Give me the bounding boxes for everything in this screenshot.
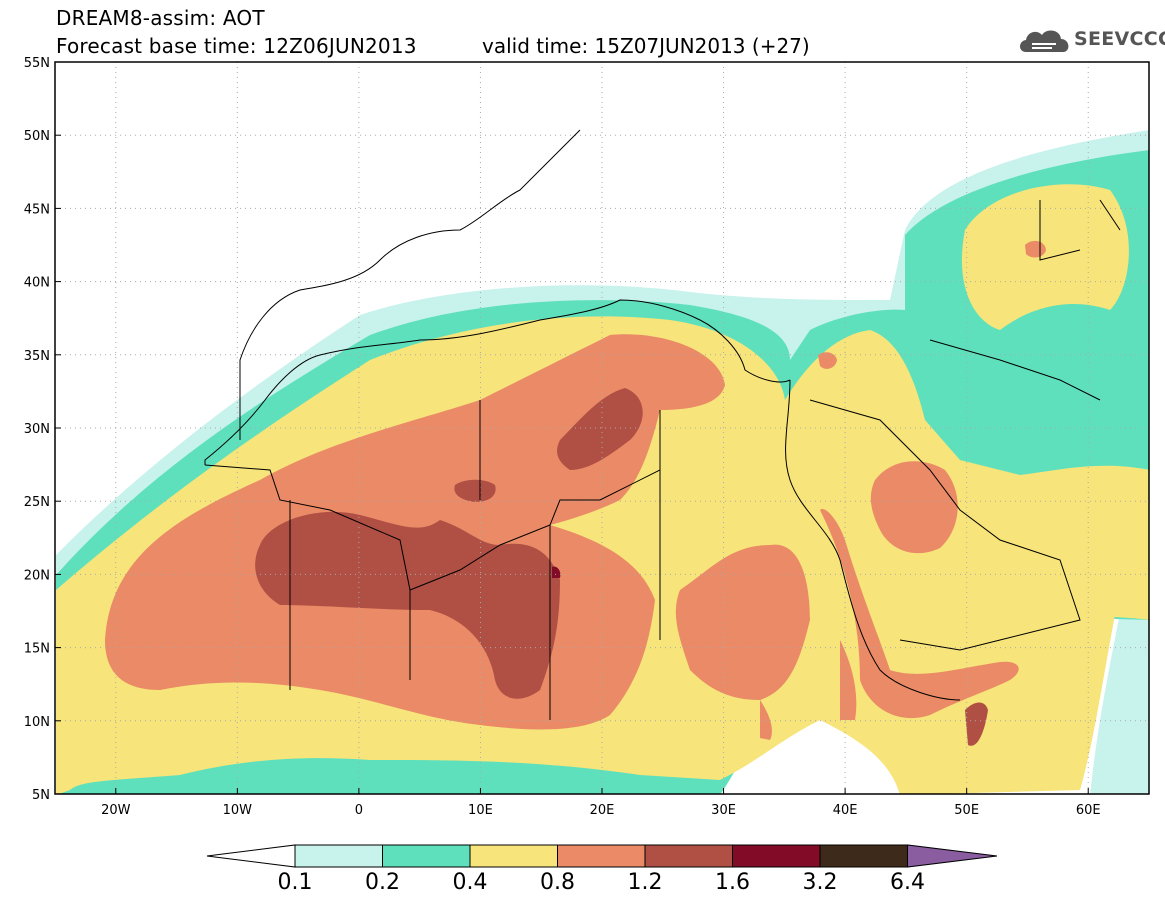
aot-contour-0.8 bbox=[870, 461, 958, 554]
colorbar-label: 6.4 bbox=[890, 870, 925, 895]
lat-tick-label: 50N bbox=[24, 129, 50, 144]
lat-tick-label: 25N bbox=[24, 495, 50, 510]
lon-tick-label: 0 bbox=[355, 803, 363, 818]
colorbar-swatch bbox=[819, 844, 908, 868]
colorbar bbox=[206, 844, 998, 868]
aot-contour-1.2 bbox=[454, 479, 496, 502]
colorbar-label: 3.2 bbox=[802, 870, 838, 895]
lon-tick-label: 10E bbox=[468, 803, 493, 818]
colorbar-label: 1.2 bbox=[627, 870, 663, 895]
lat-tick-label: 5N bbox=[32, 788, 50, 803]
colorbar-swatch bbox=[732, 844, 821, 868]
lon-tick-label: 20E bbox=[590, 803, 615, 818]
lon-tick-label: 40E bbox=[833, 803, 858, 818]
lat-tick-label: 15N bbox=[24, 642, 50, 657]
colorbar-swatch bbox=[644, 844, 733, 868]
colorbar-label: 0.2 bbox=[365, 870, 400, 895]
colorbar-swatch bbox=[294, 844, 383, 868]
lon-tick-label: 30E bbox=[711, 803, 736, 818]
valid-time: valid time: 15Z07JUN2013 (+27) bbox=[482, 34, 810, 58]
colorbar-low-arrow bbox=[206, 844, 296, 868]
aot-contour-0.8 bbox=[675, 544, 810, 700]
colorbar-swatch bbox=[557, 844, 646, 868]
aot-contour-0.8 bbox=[760, 640, 857, 740]
cloud-logo-icon bbox=[1020, 30, 1069, 52]
lat-tick-label: 55N bbox=[24, 56, 50, 71]
lat-tick-label: 30N bbox=[24, 422, 50, 437]
aot-contour-1.2 bbox=[255, 511, 560, 699]
map-title: DREAM8-assim: AOT bbox=[56, 6, 265, 30]
aot-contour-1.2 bbox=[557, 388, 643, 470]
aot-contour-0.4 bbox=[961, 184, 1129, 330]
lat-tick-label: 40N bbox=[24, 276, 50, 291]
aot-contour-1.6 bbox=[552, 566, 561, 578]
forecast-base-time: Forecast base time: 12Z06JUN2013 bbox=[56, 34, 417, 58]
colorbar-swatch bbox=[382, 844, 471, 868]
colorbar-swatch bbox=[469, 844, 558, 868]
aot-contour-0.8 bbox=[818, 352, 837, 369]
coastlines bbox=[204, 129, 1121, 720]
lon-tick-label: 50E bbox=[954, 803, 979, 818]
lat-tick-label: 20N bbox=[24, 568, 50, 583]
aot-contour-0.8 bbox=[1025, 240, 1046, 258]
colorbar-label: 0.1 bbox=[277, 870, 313, 895]
colorbar-label: 1.6 bbox=[715, 870, 750, 895]
colorbar-high-arrow bbox=[907, 844, 998, 868]
lat-tick-label: 35N bbox=[24, 349, 50, 364]
graticule bbox=[55, 62, 1149, 794]
logo-text: SEEVCCC bbox=[1074, 28, 1165, 50]
colorbar-label: 0.8 bbox=[540, 870, 575, 895]
lat-tick-label: 45N bbox=[24, 202, 50, 217]
aot-contour-0.8 bbox=[820, 509, 1019, 719]
lon-tick-label: 60E bbox=[1076, 803, 1101, 818]
lon-tick-label: 10W bbox=[223, 803, 253, 818]
aot-contour-1.2 bbox=[965, 702, 988, 746]
axis-ticks: 20W 10W 0 10E 20E 30E 40E 50E 60E 5N 10N 15N 20N 25N 3… bbox=[24, 56, 1101, 818]
colorbar-label: 0.4 bbox=[452, 870, 488, 895]
lon-tick-label: 20W bbox=[101, 803, 131, 818]
lat-tick-label: 10N bbox=[24, 715, 50, 730]
